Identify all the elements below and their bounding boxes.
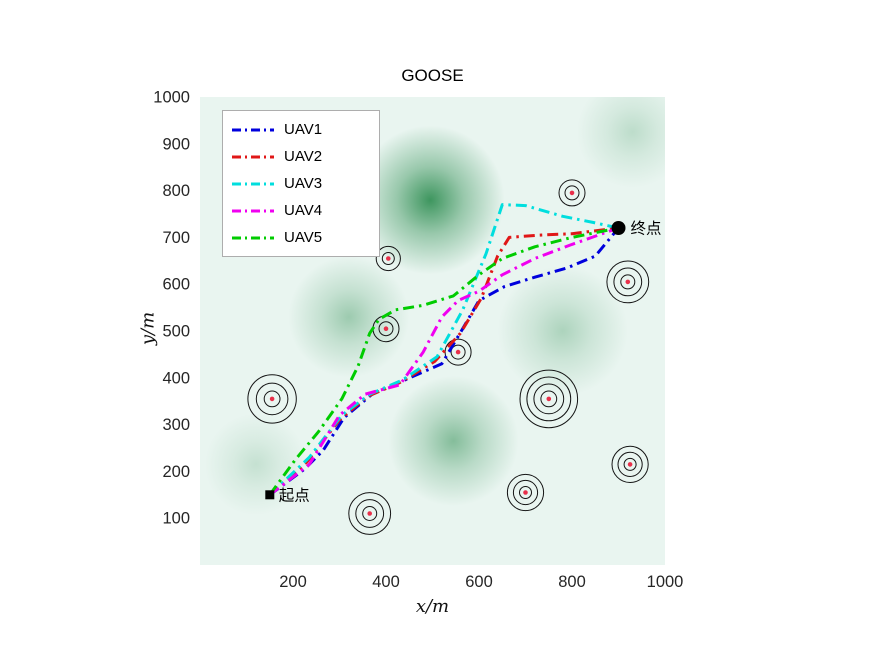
legend-item-uav1: UAV1	[231, 118, 369, 141]
legend-item-uav2: UAV2	[231, 145, 369, 168]
x-axis-label: x/m	[415, 596, 450, 617]
obstacle-ring	[255, 382, 289, 416]
end-marker	[611, 221, 626, 235]
x-tick-label: 400	[372, 573, 400, 591]
chart-title: GOOSE	[401, 66, 464, 85]
uav-path-uav3	[268, 203, 619, 496]
terrain-blob	[288, 256, 410, 378]
y-tick-label: 800	[162, 182, 190, 200]
legend-label: UAV2	[284, 148, 323, 165]
legend-label: UAV1	[284, 121, 323, 138]
obstacle-ring	[247, 374, 297, 424]
obstacle-ring	[564, 185, 580, 201]
obstacle-ring	[519, 486, 532, 499]
obstacle-ring	[263, 390, 281, 408]
obstacle-center	[269, 396, 275, 402]
y-tick-label: 300	[162, 416, 190, 434]
obstacle-ring	[355, 499, 385, 528]
start-label: 起点	[279, 486, 310, 504]
end-label: 终点	[631, 220, 662, 238]
terrain-blob	[497, 265, 628, 397]
y-tick-label: 400	[162, 369, 190, 387]
legend-item-uav5: UAV5	[231, 226, 369, 249]
legend-item-uav3: UAV3	[231, 172, 369, 195]
terrain-blob	[204, 413, 307, 516]
obstacle-center	[367, 511, 373, 516]
legend-item-uav4: UAV4	[231, 199, 369, 222]
x-tick-label: 200	[279, 573, 307, 591]
y-tick-label: 1000	[153, 89, 190, 107]
obstacle-ring	[348, 492, 392, 535]
terrain-blob	[388, 375, 519, 507]
legend-line-sample	[232, 236, 274, 239]
obstacle-ring	[617, 451, 643, 477]
obstacle-center	[627, 462, 633, 467]
obstacle-center	[523, 490, 528, 495]
obstacle-ring	[362, 506, 378, 521]
obstacle-ring	[611, 445, 649, 483]
terrain-blob	[355, 125, 505, 275]
x-tick-label: 600	[465, 573, 493, 591]
obstacle-ring	[613, 267, 643, 297]
obstacle-center	[383, 326, 389, 332]
obstacle-ring	[620, 274, 636, 290]
y-axis-label: y/m	[137, 311, 159, 346]
obstacle-ring	[450, 344, 466, 360]
legend-line-sample	[232, 209, 274, 212]
y-tick-label: 600	[162, 276, 190, 294]
obstacle-center	[546, 396, 552, 402]
obstacle-ring	[623, 457, 637, 471]
y-tick-label: 500	[162, 323, 190, 341]
obstacle-ring	[506, 473, 545, 512]
x-tick-label: 1000	[647, 573, 684, 591]
obstacle-ring	[526, 376, 572, 422]
terrain-blob	[576, 97, 665, 188]
obstacle-center	[455, 349, 461, 355]
obstacle-ring	[512, 479, 539, 506]
y-tick-label: 100	[162, 510, 190, 528]
obstacle-ring	[519, 369, 579, 429]
start-marker	[265, 490, 275, 500]
y-tick-label: 700	[162, 229, 190, 247]
legend-label: UAV5	[284, 229, 323, 246]
y-tick-label: 200	[162, 463, 190, 481]
legend-label: UAV4	[284, 202, 323, 219]
obstacle-ring	[375, 245, 401, 272]
uav-path-uav1	[268, 227, 620, 497]
obstacle-center	[386, 256, 391, 261]
obstacle-ring	[606, 260, 650, 304]
legend: UAV1 UAV2 UAV3 UAV4 UAV5	[222, 110, 380, 257]
obstacle-ring	[378, 321, 394, 337]
obstacle-ring	[540, 390, 558, 408]
x-tick-label: 800	[558, 573, 586, 591]
obstacle-ring	[381, 252, 395, 265]
obstacle-center	[569, 190, 575, 196]
obstacle-ring	[558, 179, 586, 207]
legend-label: UAV3	[284, 175, 323, 192]
obstacle-center	[625, 279, 631, 285]
legend-line-sample	[232, 128, 274, 131]
legend-line-sample	[232, 182, 274, 185]
y-tick-label: 900	[162, 135, 190, 153]
obstacle-ring	[533, 383, 565, 415]
legend-line-sample	[232, 155, 274, 158]
